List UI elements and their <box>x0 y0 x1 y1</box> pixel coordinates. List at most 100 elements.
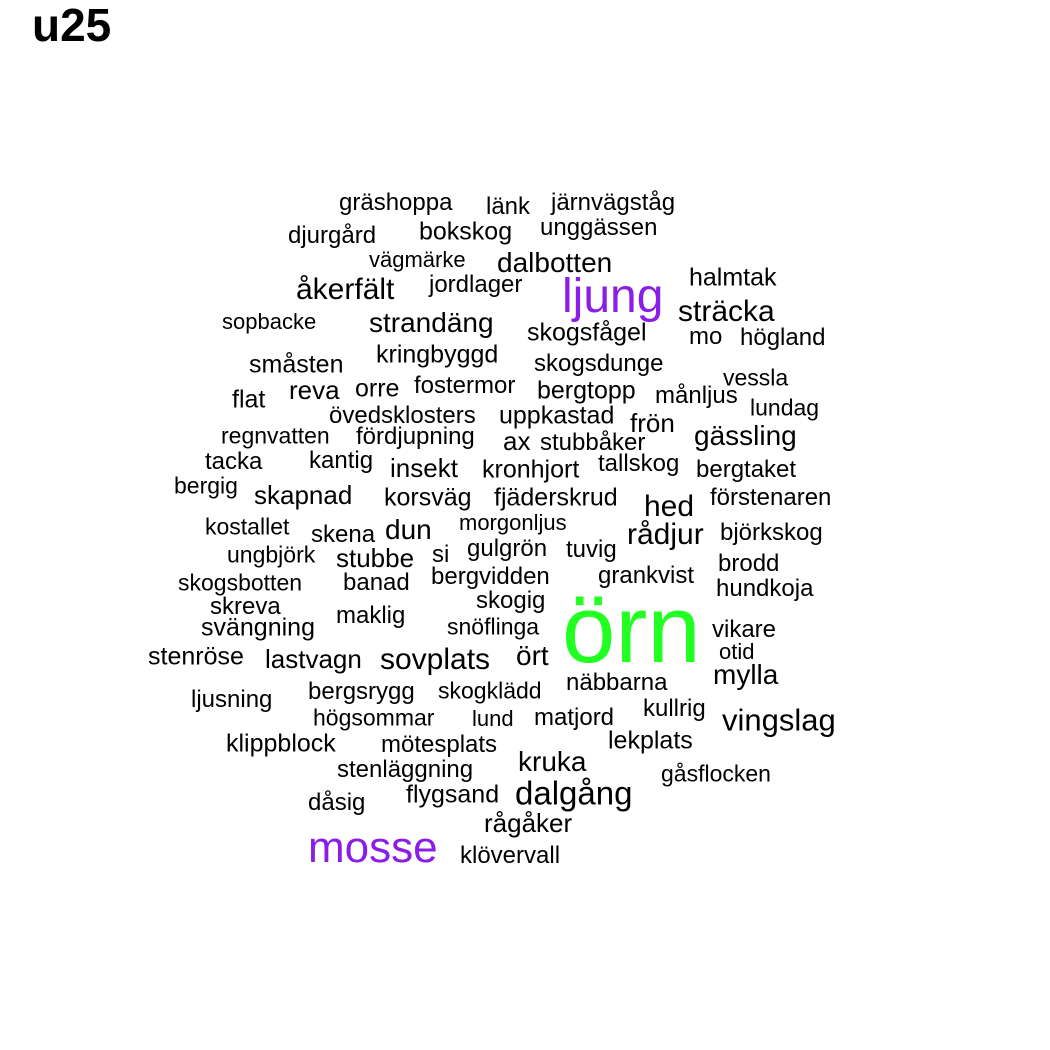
word-otid: otid <box>719 639 755 664</box>
word-mylla: mylla <box>713 659 779 690</box>
word-skena: skena <box>311 521 376 548</box>
word-radjur: rådjur <box>627 518 704 551</box>
word-dun: dun <box>385 514 432 545</box>
word-flygsand: flygsand <box>406 780 500 809</box>
word-nabbarna: näbbarna <box>566 669 668 696</box>
word-vessla: vessla <box>723 364 789 391</box>
word-klippblock: klippblock <box>226 729 336 758</box>
word-brodd: brodd <box>718 550 780 577</box>
word-vingslag: vingslag <box>722 702 836 738</box>
word-bergig: bergig <box>174 472 238 499</box>
word-lekplats: lekplats <box>608 726 693 755</box>
word-lank: länk <box>486 193 531 220</box>
word-bergsrygg: bergsrygg <box>308 678 415 705</box>
word-ovedsklosters: övedsklosters <box>329 402 476 429</box>
word-morgonljus: morgonljus <box>459 510 567 535</box>
word-bergvidden: bergvidden <box>431 563 550 590</box>
word-uppkastad: uppkastad <box>499 401 615 430</box>
word-kringbyggd: kringbyggd <box>376 340 499 369</box>
word-dalbotten: dalbotten <box>497 247 613 278</box>
word-tuvig: tuvig <box>566 536 617 563</box>
word-orn: örn <box>562 576 701 683</box>
word-kostallet: kostallet <box>205 513 290 540</box>
word-vagmarke: vägmärke <box>369 247 466 272</box>
word-manljus: månljus <box>655 382 738 409</box>
word-fordjupning: fördjupning <box>356 423 475 450</box>
word-fjaderskrud: fjäderskrud <box>494 483 618 512</box>
word-hogsommar: högsommar <box>313 704 435 731</box>
word-ljung: ljung <box>562 270 664 323</box>
word-sovplats: sovplats <box>380 643 491 676</box>
word-skogig: skogig <box>476 587 546 614</box>
word-dasig: dåsig <box>308 789 366 816</box>
word-bergtaket: bergtaket <box>696 456 797 483</box>
word-bergtopp: bergtopp <box>537 376 636 405</box>
word-flat: flat <box>232 385 266 414</box>
word-skogkladd: skogklädd <box>438 677 542 704</box>
word-djurgard: djurgård <box>288 222 377 249</box>
word-ax: ax <box>503 426 531 456</box>
word-gulgron: gulgrön <box>467 535 548 562</box>
word-ljusning: ljusning <box>191 686 273 713</box>
word-hogland: högland <box>740 324 826 351</box>
word-kantig: kantig <box>309 447 374 474</box>
word-regnvatten: regnvatten <box>221 422 330 449</box>
word-skogsfagel: skogsfågel <box>527 318 647 347</box>
word-akerfalt: åkerfält <box>296 273 395 306</box>
word-klovervall: klövervall <box>460 842 561 869</box>
word-korsvag: korsväg <box>384 483 472 512</box>
word-jarnvagstag: järnvägståg <box>551 189 676 216</box>
word-kullrig: kullrig <box>643 695 706 722</box>
word-stubbaker: stubbåker <box>540 429 646 456</box>
word-svangning: svängning <box>201 613 315 642</box>
word-stenrose: stenröse <box>148 642 244 671</box>
word-gassling: gässling <box>694 420 797 451</box>
word-grankvist: grankvist <box>598 562 695 589</box>
word-stracka: sträcka <box>678 295 775 328</box>
word-hed: hed <box>644 490 695 523</box>
word-sopbacke: sopbacke <box>222 309 317 334</box>
word-skapnad: skapnad <box>254 480 353 510</box>
word-lundag: lundag <box>750 394 820 421</box>
word-smasten: småsten <box>249 350 344 379</box>
word-tallskog: tallskog <box>598 450 680 477</box>
word-mo: mo <box>689 323 723 350</box>
word-stubbe: stubbe <box>336 543 415 573</box>
word-vikare: vikare <box>712 616 777 643</box>
word-skogsdunge: skogsdunge <box>534 350 664 377</box>
word-skreva: skreva <box>210 593 281 620</box>
chart-title: u25 <box>32 0 112 51</box>
word-insekt: insekt <box>390 453 458 483</box>
word-ragaker: rågåker <box>484 808 573 838</box>
word-orre: orre <box>355 374 400 403</box>
word-banad: banad <box>343 569 410 596</box>
word-kronhjort: kronhjort <box>482 455 580 484</box>
word-skogsbotten: skogsbotten <box>178 569 303 596</box>
word-bokskog: bokskog <box>419 217 513 246</box>
word-bjorkskog: björkskog <box>720 519 823 546</box>
word-tacka: tacka <box>205 448 263 475</box>
word-unggassen: unggässen <box>540 214 658 241</box>
word-reva: reva <box>289 375 340 405</box>
word-maklig: maklig <box>336 602 406 629</box>
word-grashoppa: gräshoppa <box>339 189 453 216</box>
word-gasflocken: gåsflocken <box>661 760 771 787</box>
word-forstenaren: förstenaren <box>710 484 832 511</box>
word-snoflinga: snöflinga <box>447 613 540 640</box>
word-strandang: strandäng <box>369 307 494 338</box>
word-mosse: mosse <box>308 823 438 872</box>
word-motesplats: mötesplats <box>381 731 498 758</box>
word-halmtak: halmtak <box>689 263 777 292</box>
word-si: si <box>432 541 450 568</box>
word-lund: lund <box>472 706 514 731</box>
word-jordlager: jordlager <box>429 271 523 298</box>
word-matjord: matjord <box>534 704 615 731</box>
word-lastvagn: lastvagn <box>265 644 362 674</box>
word-fron: frön <box>630 408 675 438</box>
word-kruka: kruka <box>518 746 587 777</box>
word-stenlaggning: stenläggning <box>337 756 474 783</box>
word-ort: ört <box>516 640 549 671</box>
word-ungbjork: ungbjörk <box>227 541 316 568</box>
